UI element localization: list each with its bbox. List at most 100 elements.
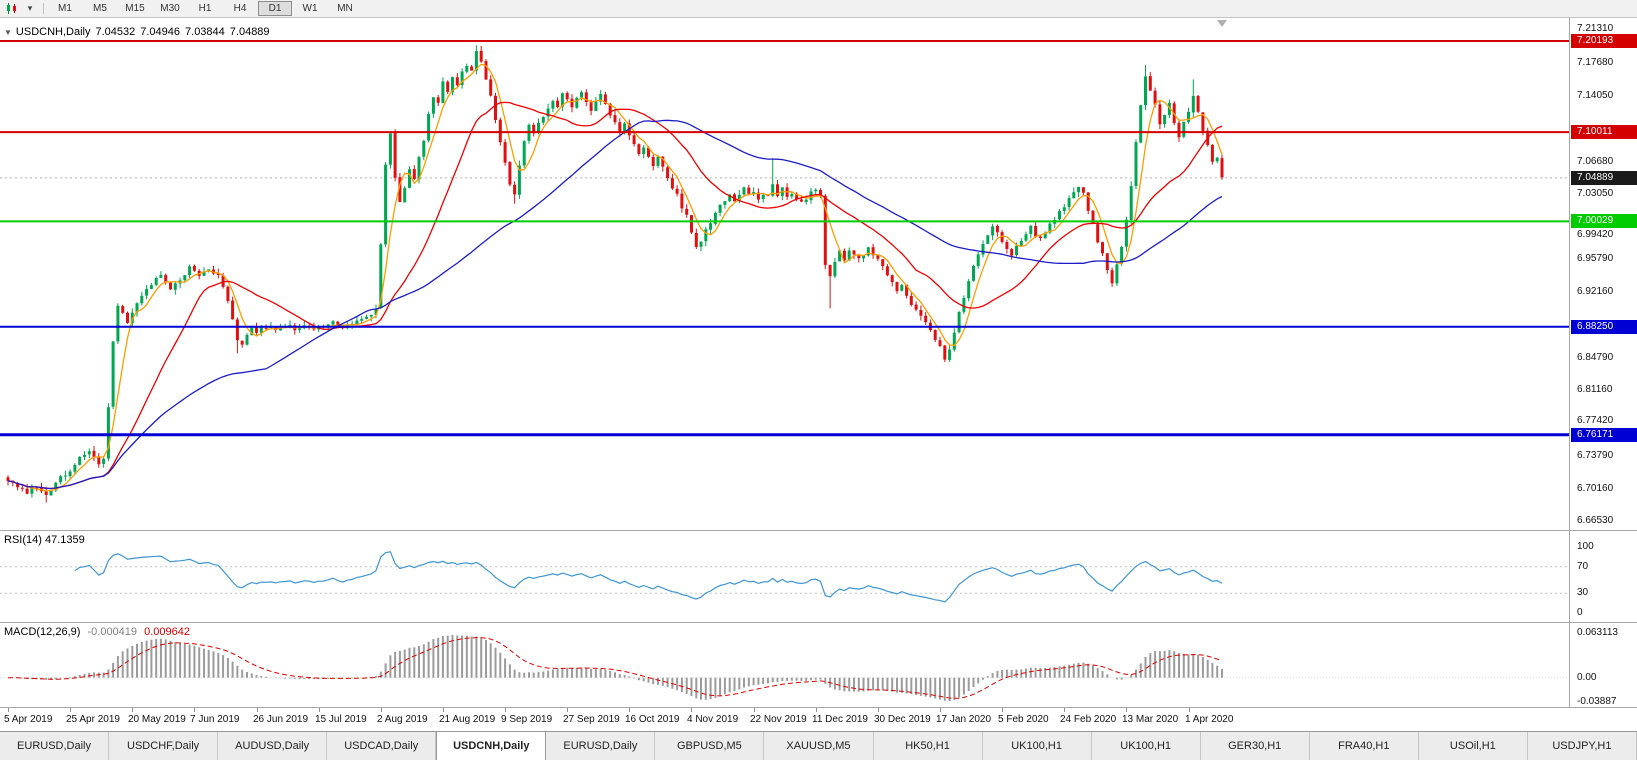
price-tick-label: 6.66530 [1577,515,1614,526]
date-tick [443,708,444,712]
chart-tab-eurusd-daily[interactable]: EURUSD,Daily [0,732,110,760]
date-label: 27 Sep 2019 [563,714,620,725]
timeframe-toolbar: ▾ M1 M5 M15 M30 H1 H4 D1 W1 MN [0,0,1637,18]
chart-tab-hk50-h1[interactable]: HK50,H1 [874,732,983,760]
rsi-chart[interactable]: RSI(14) 47.1359 [0,531,1569,622]
date-tick [629,708,630,712]
date-tick [381,708,382,712]
date-tick [132,708,133,712]
date-label: 17 Jan 2020 [936,714,992,725]
rsi-value: 47.1359 [44,534,85,546]
macd-name: MACD(12,26,9) [4,626,81,638]
price-tick-label: 6.77420 [1577,415,1614,426]
collapse-icon[interactable]: ▼ [4,28,12,37]
chart-tab-audusd-daily[interactable]: AUDUSD,Daily [218,732,328,760]
rsi-tick-label: 100 [1577,541,1594,552]
date-tick [754,708,755,712]
date-label: 15 Jul 2019 [315,714,367,725]
timeframe-button-d1[interactable]: D1 [258,1,292,16]
date-label: 25 Apr 2019 [66,714,120,725]
rsi-tick-label: 70 [1577,561,1589,572]
price-tick-label: 7.03050 [1577,188,1614,199]
price-level-badge: 7.10011 [1571,125,1637,139]
price-level-badge: 6.76171 [1571,428,1637,442]
chart-tab-eurusd-daily[interactable]: EURUSD,Daily [546,732,656,760]
rsi-indicator-panel: RSI(14) 47.1359 100 70 30 0 [0,531,1637,623]
chart-tab-ger30-h1[interactable]: GER30,H1 [1201,732,1310,760]
chart-tab-usdcad-daily[interactable]: USDCAD,Daily [327,732,437,760]
timeframe-button-h4[interactable]: H4 [233,3,247,14]
date-tick [505,708,506,712]
price-chart[interactable]: ▼ USDCNH,Daily 7.04532 7.04946 7.03844 7.0488… [0,18,1569,530]
date-label: 5 Feb 2020 [998,714,1049,725]
date-label: 24 Feb 2020 [1060,714,1117,725]
timeframe-button-w1[interactable]: W1 [302,3,318,14]
date-label: 9 Sep 2019 [501,714,553,725]
price-chart-panel: ▼ USDCNH,Daily 7.04532 7.04946 7.03844 7.0488… [0,18,1637,531]
date-tick [567,708,568,712]
macd-tick-label: 0.00 [1577,672,1597,683]
chart-tab-gbpusd-m5[interactable]: GBPUSD,M5 [655,732,765,760]
price-tick-label: 7.17680 [1577,57,1614,68]
date-label: 2 Aug 2019 [377,714,428,725]
chart-tab-usoil-h1[interactable]: USOil,H1 [1419,732,1528,760]
date-tick [194,708,195,712]
chart-tab-xauusd-m5[interactable]: XAUUSD,M5 [764,732,874,760]
timeframe-button-h1[interactable]: H1 [198,3,212,14]
timeframe-button-m15[interactable]: M15 [125,3,145,14]
candlestick-chart[interactable] [0,18,1569,530]
macd-chart[interactable]: MACD(12,26,9) -0.000419 0.009642 [0,623,1569,707]
chart-tab-usdcnh-daily[interactable]: USDCNH,Daily [436,732,547,760]
timeframe-button-m1[interactable]: M1 [58,3,72,14]
macd-histogram-chart[interactable] [0,623,1569,707]
price-tick-label: 6.92160 [1577,286,1614,297]
rsi-tick-label: 0 [1577,607,1583,618]
date-label: 30 Dec 2019 [874,714,931,725]
date-label: 4 Nov 2019 [687,714,739,725]
date-label: 20 May 2019 [128,714,186,725]
chart-tab-usdjpy-h1[interactable]: USDJPY,H1 [1528,732,1637,760]
chart-tab-usdchf-daily[interactable]: USDCHF,Daily [109,732,219,760]
macd-tick-label: -0.03887 [1577,696,1617,707]
price-tick-label: 7.06680 [1577,156,1614,167]
date-tick [1126,708,1127,712]
date-label: 22 Nov 2019 [750,714,807,725]
ohlc-low: 7.03844 [185,26,225,38]
macd-main-value: -0.000419 [87,626,138,638]
date-tick [1064,708,1065,712]
toolbar-separator [43,3,44,14]
date-tick [1189,708,1190,712]
timeframe-button-m5[interactable]: M5 [93,3,107,14]
chart-tab-uk100-h1[interactable]: UK100,H1 [983,732,1092,760]
macd-label: MACD(12,26,9) -0.000419 0.009642 [4,626,190,638]
date-tick [319,708,320,712]
timeframe-button-m30[interactable]: M30 [160,3,180,14]
price-tick-label: 6.70160 [1577,483,1614,494]
date-label: 5 Apr 2019 [4,714,53,725]
ohlc-close: 7.04889 [229,26,270,38]
timeframe-button-mn[interactable]: MN [337,3,353,14]
date-tick [70,708,71,712]
price-tick-label: 6.99420 [1577,229,1614,240]
price-scale[interactable]: 7.21310 7.17680 7.14050 7.06680 7.03050 6.994… [1569,18,1637,530]
rsi-label: RSI(14) 47.1359 [4,534,85,546]
date-tick [1002,708,1003,712]
timeframe-buttons: M1 M5 M15 M30 H1 H4 D1 W1 MN [48,0,363,17]
price-tick-label: 6.81160 [1577,384,1613,395]
date-axis[interactable]: 5 Apr 2019 25 Apr 2019 20 May 2019 7 Jun 20… [0,708,1637,731]
date-tick [878,708,879,712]
chart-tab-fra40-h1[interactable]: FRA40,H1 [1310,732,1419,760]
price-level-badge: 7.04889 [1571,171,1637,185]
date-tick [816,708,817,712]
chart-tab-uk100-h1[interactable]: UK100,H1 [1092,732,1201,760]
candlestick-chart-icon[interactable] [3,2,21,16]
date-label: 26 Jun 2019 [253,714,309,725]
rsi-scale[interactable]: 100 70 30 0 [1569,531,1637,622]
macd-scale[interactable]: 0.063113 0.00 -0.03887 [1569,623,1637,707]
symbol-tabs: EURUSD,Daily USDCHF,Daily AUDUSD,Daily USDC… [0,731,1637,760]
chart-symbol-label: USDCNH,Daily [15,26,91,38]
rsi-line-chart[interactable] [0,531,1569,622]
chevron-down-icon[interactable]: ▾ [27,3,33,13]
date-label: 11 Dec 2019 [812,714,868,725]
